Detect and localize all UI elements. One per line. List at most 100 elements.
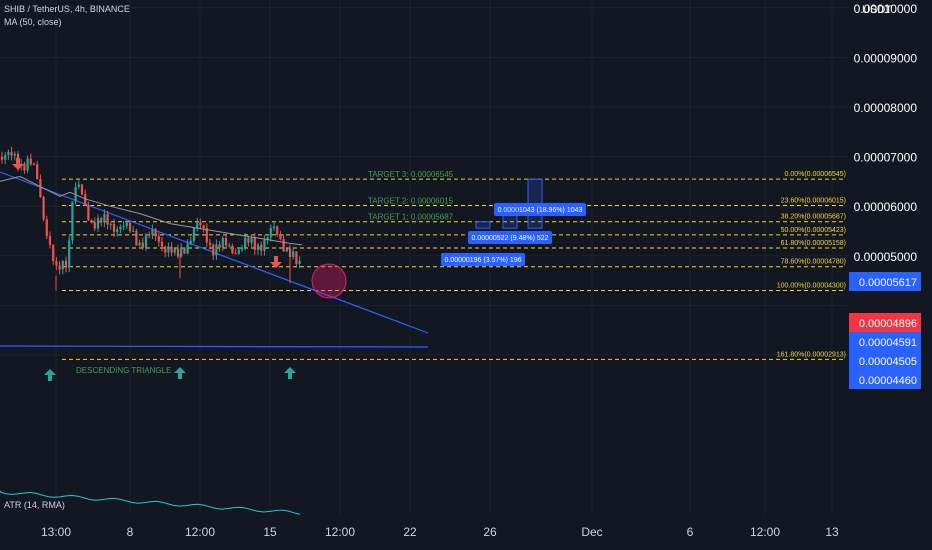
- candle-body: [288, 248, 292, 258]
- candle-body: [77, 184, 80, 187]
- candle-body: [151, 229, 154, 235]
- price-badge: [849, 313, 921, 332]
- x-tick-label: 6: [687, 525, 694, 539]
- candle-body: [176, 248, 180, 257]
- price-badge: [849, 332, 921, 351]
- x-tick-label: 15: [263, 525, 277, 539]
- candle-body: [202, 225, 205, 228]
- candle-body: [199, 222, 202, 226]
- measure-label: 0.00000522 (9.48%) 522: [471, 235, 548, 242]
- candle-body: [276, 226, 279, 235]
- highlight-circle: [311, 263, 347, 299]
- symbol-title: SHIB / TetherUS, 4h, BINANCE: [4, 4, 130, 14]
- price-badge-label: 0.00004460: [859, 375, 917, 387]
- candle-body: [189, 240, 192, 244]
- x-tick-label: 22: [403, 525, 417, 539]
- candle-body: [103, 214, 106, 223]
- candle-body: [154, 229, 157, 237]
- fib-level-label: 100.00%(0.00004300): [777, 283, 846, 290]
- time-axis[interactable]: 13:00 8 12:00 15 12:00 22 26 Dec 6 12:00 13: [41, 525, 839, 539]
- measure-badge: [441, 253, 525, 266]
- x-tick-label: 12:00: [325, 525, 355, 539]
- candle-body: [48, 236, 52, 245]
- currency-label: USDT: [862, 4, 892, 16]
- price-badge-label: 0.00005617: [859, 277, 917, 289]
- candle-body: [52, 244, 55, 261]
- fib-level-label: 0.00%(0.00006545): [785, 171, 847, 178]
- x-tick-label: 13: [825, 525, 839, 539]
- price-axis[interactable]: 0.00010000 0.00009000 0.00008000 0.00007000…: [849, 2, 921, 389]
- candle-body: [240, 247, 244, 250]
- candle-body: [208, 242, 212, 245]
- y-tick-label: 0.00005000: [854, 250, 918, 264]
- measurement-tools: 0.00001043 (18.96%) 1043 0.00000522 (9.48…: [441, 178, 586, 266]
- candle-body: [228, 245, 231, 247]
- support-trendline: [0, 345, 429, 348]
- candle-body: [141, 242, 144, 248]
- target-label: TARGET 1: 0.00005687: [368, 213, 454, 222]
- candle-body: [71, 201, 74, 241]
- candle-body: [74, 186, 77, 202]
- y-tick-label: 0.00009000: [854, 51, 918, 65]
- candle-body: [138, 242, 141, 246]
- candle-body: [180, 247, 183, 257]
- candle-body: [256, 244, 260, 250]
- candle-body: [247, 237, 250, 243]
- measure-label: 0.00000196 (3.57%) 196: [444, 257, 521, 264]
- candle-body: [263, 239, 266, 251]
- candle-body: [285, 248, 288, 252]
- candle-body: [215, 244, 218, 256]
- buy-arrow-icon: [284, 367, 296, 379]
- candle-body: [58, 265, 61, 270]
- fib-level-label: 23.60%(0.00006015): [781, 197, 846, 204]
- candle-body: [164, 246, 167, 253]
- candle-body: [167, 246, 170, 253]
- candle-body: [295, 251, 298, 265]
- price-badge: [849, 272, 921, 291]
- candle-body: [125, 222, 128, 227]
- fib-level-label: 78.60%(0.00004780): [781, 259, 846, 266]
- candlesticks: [0, 146, 301, 291]
- candle-body: [224, 237, 228, 246]
- candle-body: [144, 234, 148, 248]
- price-badge-label: 0.00004591: [859, 337, 917, 349]
- candle-body: [42, 196, 45, 220]
- candle-body: [266, 237, 269, 240]
- candle-body: [36, 164, 39, 180]
- candle-body: [292, 251, 295, 258]
- candle-body: [0, 156, 4, 160]
- candle-body: [298, 260, 301, 265]
- candle-body: [212, 244, 215, 256]
- candle-body: [253, 237, 256, 250]
- candle-body: [93, 222, 96, 229]
- fibonacci-levels: 0.00%(0.00006545) 23.60%(0.00006015) 38.20…: [62, 170, 847, 360]
- candle-body: [170, 246, 173, 253]
- fib-level-label: 61.80%(0.00005158): [781, 240, 846, 247]
- candle-body: [13, 153, 16, 156]
- signal-markers: [12, 158, 296, 381]
- measure-label: 0.00001043 (18.96%) 1043: [498, 207, 583, 214]
- candle-body: [135, 230, 138, 246]
- pattern-label: DESCENDING TRIANGLE: [76, 366, 171, 375]
- candle-body: [87, 205, 90, 221]
- candle-body: [112, 223, 116, 232]
- candle-body: [116, 229, 119, 232]
- candle-body: [234, 253, 237, 255]
- candle-body: [55, 260, 58, 266]
- candle-body: [119, 226, 122, 230]
- candle-body: [237, 249, 240, 254]
- target-label: TARGET 2: 0.00006015: [368, 196, 454, 205]
- atr-indicator-label: ATR (14, RMA): [4, 500, 65, 510]
- candle-body: [196, 222, 199, 228]
- candle-body: [173, 248, 176, 253]
- candle-body: [106, 214, 109, 225]
- candle-body: [157, 236, 160, 242]
- candle-body: [10, 151, 13, 156]
- candle-body: [269, 228, 272, 238]
- ma-line: [0, 175, 303, 246]
- candle-body: [29, 158, 32, 164]
- buy-arrow-icon: [174, 367, 186, 379]
- sell-arrow-icon: [12, 158, 24, 170]
- buy-arrow-icon: [44, 369, 56, 381]
